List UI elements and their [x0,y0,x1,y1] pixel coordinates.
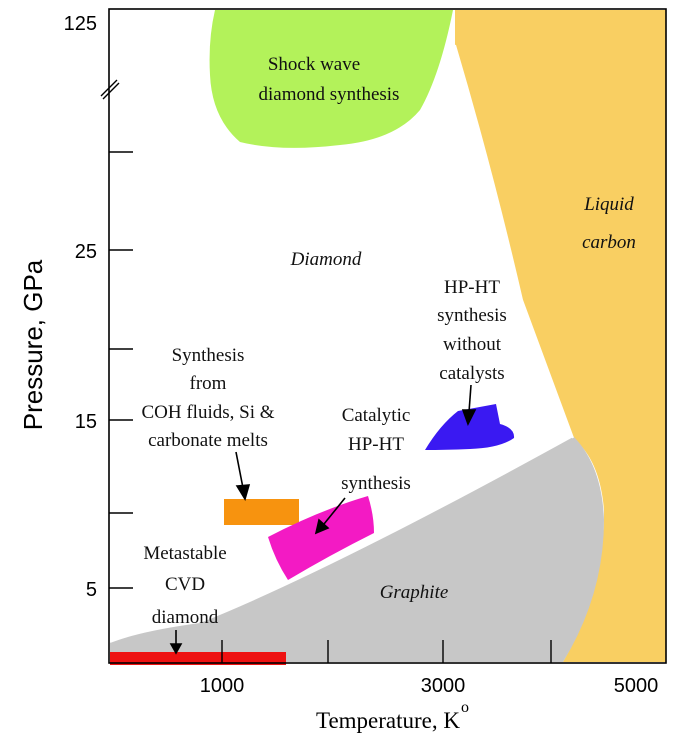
hpht-arrow-head [461,409,477,427]
cvd-label-2: CVD [165,574,205,595]
annotation-arrows [169,384,477,655]
catalytic-label-2: HP-HT [348,434,404,455]
plot-frame [108,8,667,664]
graphite-label: Graphite [380,582,449,603]
y-tick-125: 125 [64,13,97,35]
y-axis-label: Pressure, GPa [18,259,48,430]
y-axis-ticks [109,151,133,589]
cvd-label-1: Metastable [143,543,226,564]
y-tick-25: 25 [75,241,97,263]
x-axis-ticks [221,640,552,663]
y-tick-5: 5 [86,579,97,601]
y-axis-break-mark [100,79,120,100]
shock-wave-label-1: Shock wave [268,54,360,75]
coh-arrow-head [235,484,251,501]
liquid-carbon-label-1: Liquid [583,194,634,215]
catalytic-label-1: Catalytic [342,405,411,426]
coh-arrow [235,451,244,489]
hpht-no-catalyst-label-1: HP-HT [444,277,500,298]
x-axis-degree-sign: o [461,699,469,716]
x-axis-label: Temperature, K [316,708,460,733]
coh-synthesis-label-1: Synthesis [172,345,245,366]
hpht-no-catalyst-label-2: synthesis [437,305,507,326]
liquid-carbon-label-2: carbon [582,232,636,253]
shock-wave-region [209,10,453,148]
coh-synthesis-label-4: carbonate melts [148,430,268,451]
shock-wave-label-2: diamond synthesis [259,84,400,105]
x-tick-1000: 1000 [200,675,245,697]
cvd-label-3: diamond [152,607,219,628]
cvd-arrow-head [169,643,183,655]
hpht-arrow [468,384,472,413]
x-tick-5000: 5000 [614,675,659,697]
catalytic-arrow-head [314,518,330,535]
y-tick-15: 15 [75,411,97,433]
coh-synthesis-label-3: COH fluids, Si & [141,402,274,423]
graphite-region [110,436,604,662]
cvd-diamond-bar [110,652,286,665]
catalytic-arrow [323,497,346,525]
hpht-no-catalyst-label-3: without [443,334,502,355]
diamond-liquid-boundary [454,44,574,439]
catalytic-label-3: synthesis [341,473,411,494]
coh-synthesis-label-2: from [190,373,227,394]
catalytic-hpht-region [268,496,374,580]
x-tick-3000: 3000 [421,675,466,697]
coh-synthesis-region [224,499,299,525]
liquid-carbon-region [455,10,666,662]
hpht-no-catalyst-region [425,404,515,450]
diamond-graphite-boundary [109,435,574,643]
hpht-no-catalyst-label-4: catalysts [439,363,504,384]
diamond-label: Diamond [290,249,362,270]
